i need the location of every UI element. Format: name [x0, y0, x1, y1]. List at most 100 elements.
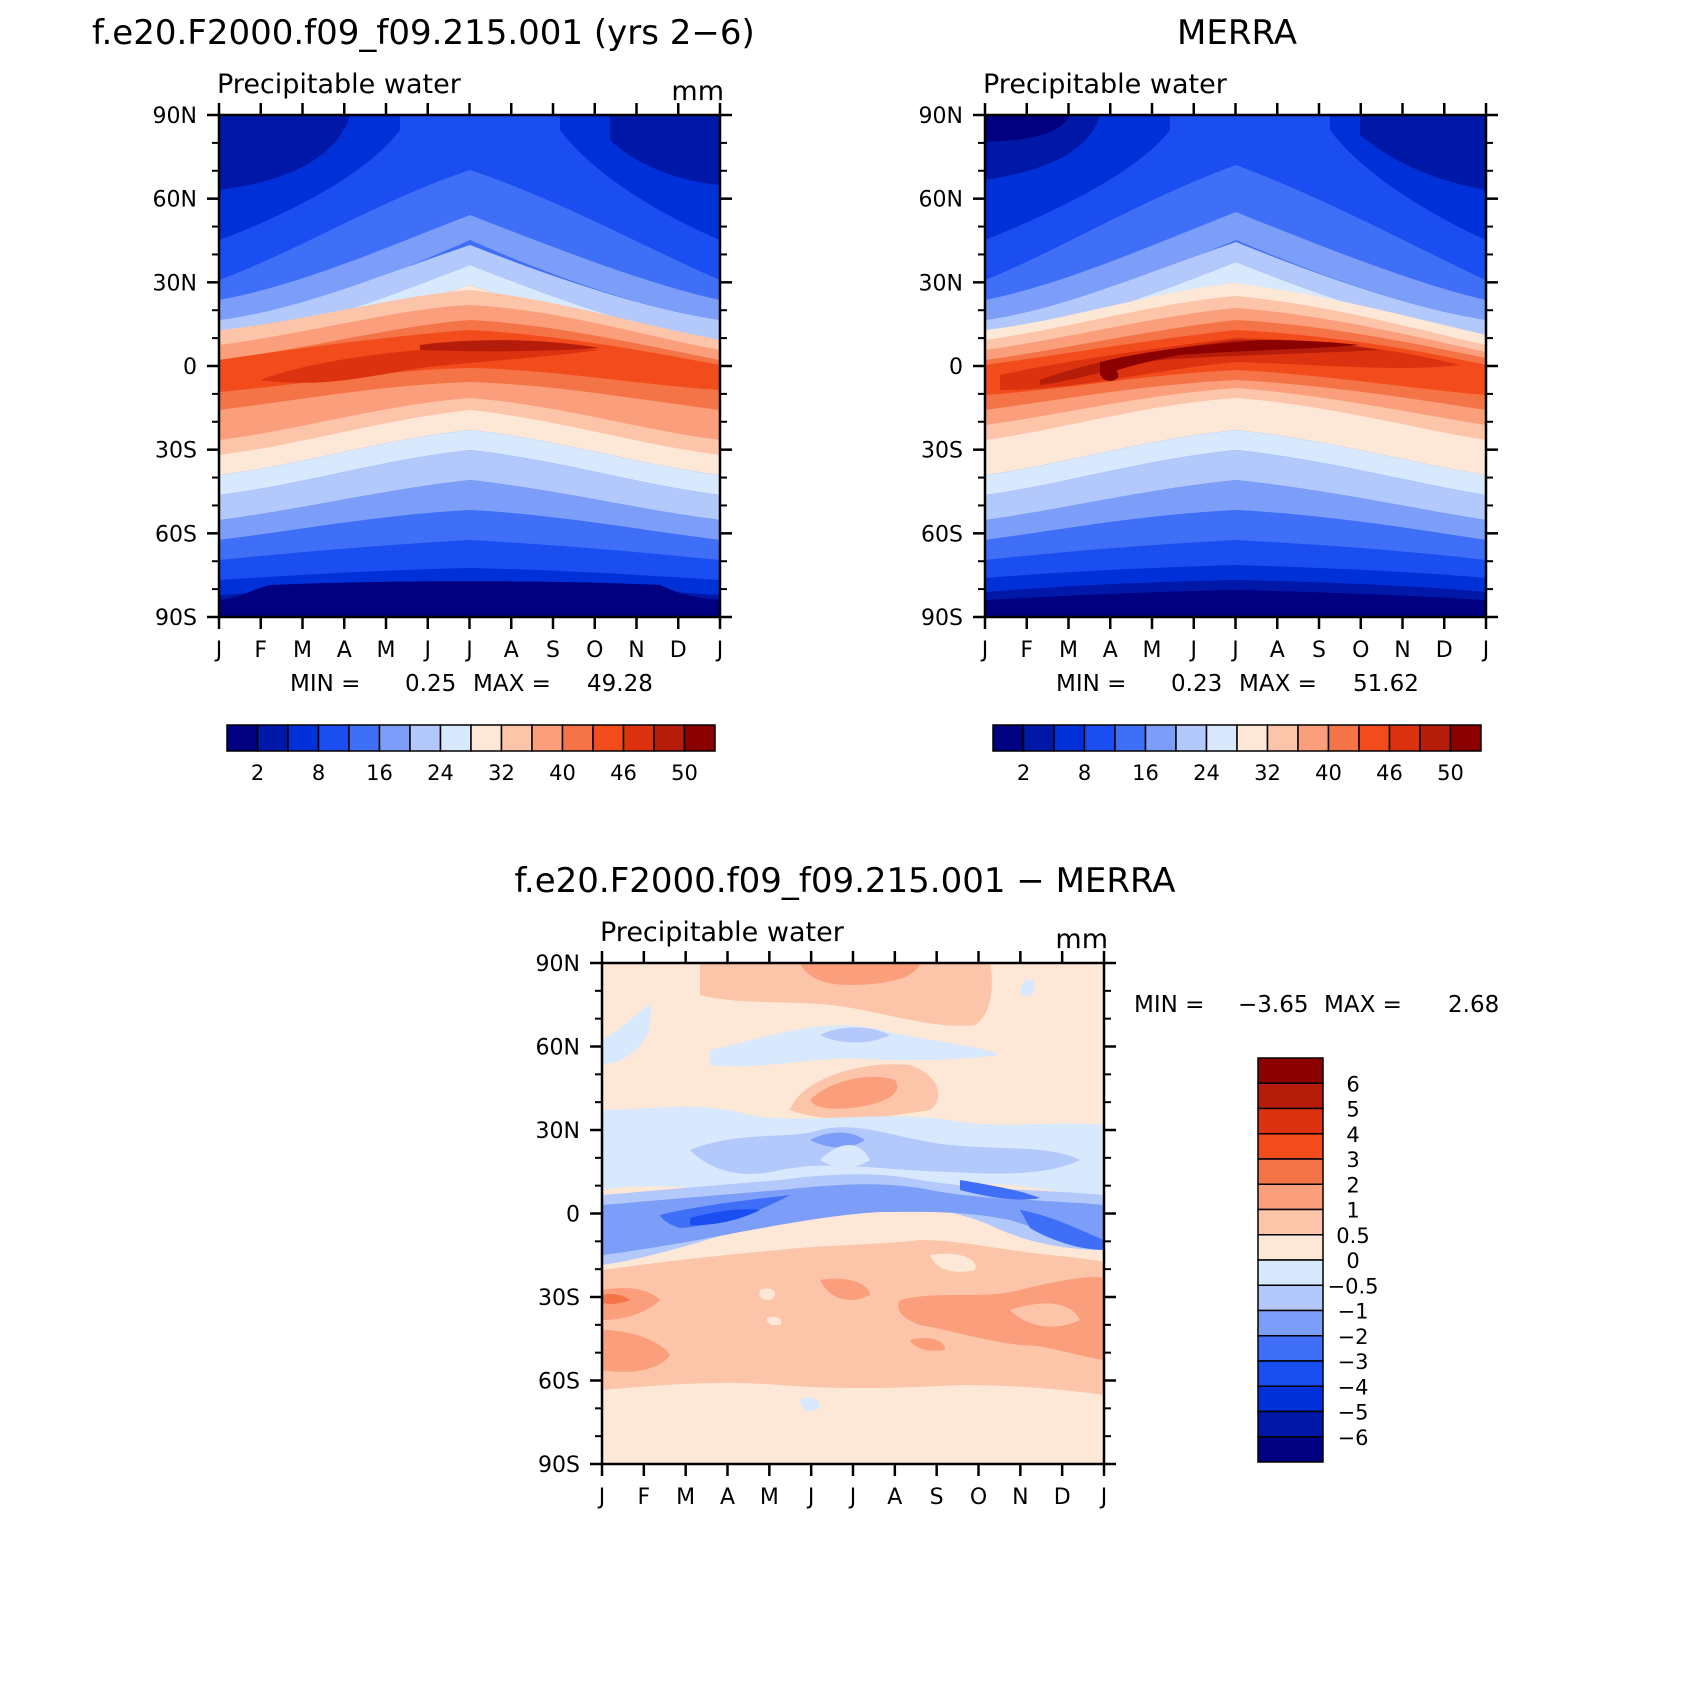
colorbar-swatch [256, 724, 289, 752]
y-tick-label: 30N [153, 271, 197, 296]
colorbar-label: 1 [1346, 1199, 1359, 1223]
x-tick-label: F [638, 1485, 651, 1510]
colorbar-label: 24 [1193, 761, 1220, 785]
x-tick-label: S [930, 1485, 944, 1510]
colorbar-swatch [1257, 1360, 1324, 1387]
colorbar-swatch [622, 724, 655, 752]
colorbar-label: 50 [671, 761, 698, 785]
colorbar-label: −3 [1338, 1350, 1369, 1374]
x-tick-label: J [806, 1485, 815, 1510]
colorbar-swatch [1175, 724, 1208, 752]
x-tick-label: J [423, 638, 432, 663]
y-tick-label: 60S [155, 522, 197, 547]
colorbar-swatch [470, 724, 503, 752]
colorbar-label: −6 [1338, 1426, 1369, 1450]
x-tick-label: N [1012, 1485, 1028, 1510]
colorbar-swatch [1297, 724, 1330, 752]
colorbar-swatch [1053, 724, 1086, 752]
y-tick-label: 60N [153, 188, 197, 213]
colorbar-swatch [1419, 724, 1452, 752]
variable-label: Precipitable water [217, 69, 462, 100]
max-value: 2.68 [1448, 992, 1499, 1018]
colorbar-swatch [1257, 1234, 1324, 1261]
colorbar: 2 8 16 24 32 40 46 50 [992, 724, 1482, 785]
colorbar-swatch [531, 724, 564, 752]
x-tick-label: D [670, 638, 687, 663]
y-tick-label: 90N [153, 104, 197, 129]
x-tick-label: O [970, 1485, 987, 1510]
min-label: MIN = [290, 671, 360, 697]
variable-label: Precipitable water [983, 69, 1228, 100]
colorbar-swatch [1205, 724, 1238, 752]
colorbar-swatch [1257, 1385, 1324, 1413]
y-tick-label: 30N [536, 1119, 580, 1144]
difference-panel: f.e20.F2000.f09_f09.215.001 − MERRA Prec… [514, 861, 1499, 1510]
colorbar-swatch [1257, 1309, 1324, 1337]
colorbar-label: 16 [366, 761, 393, 785]
min-value: 0.23 [1171, 671, 1222, 697]
colorbar-label: −4 [1338, 1375, 1369, 1399]
colorbar-swatch [653, 724, 686, 752]
x-tick-label: A [504, 638, 519, 663]
contour-field [985, 115, 1486, 617]
colorbar-swatch [1257, 1107, 1324, 1135]
x-tick-label: J [464, 638, 473, 663]
colorbar-swatch [1257, 1284, 1324, 1312]
colorbar-swatch [1083, 724, 1116, 752]
y-tick-label: 0 [949, 355, 963, 380]
panel-title: f.e20.F2000.f09_f09.215.001 − MERRA [514, 861, 1175, 901]
colorbar-swatch [1257, 1082, 1324, 1110]
y-tick-label: 60S [921, 522, 963, 547]
colorbar-label: 6 [1346, 1072, 1359, 1096]
model-panel: f.e20.F2000.f09_f09.215.001 (yrs 2−6) Pr… [92, 13, 755, 785]
colorbar-label: 5 [1346, 1098, 1359, 1122]
max-label: MAX = [473, 671, 551, 697]
colorbar-swatch [317, 724, 350, 752]
colorbar-swatch [1358, 724, 1391, 752]
colorbar-swatch [1327, 724, 1360, 752]
min-value: 0.25 [405, 671, 456, 697]
x-tick-label: O [1352, 638, 1369, 663]
x-tick-label: J [1189, 638, 1198, 663]
x-tick-label: A [887, 1485, 902, 1510]
variable-label: Precipitable water [600, 917, 845, 948]
colorbar-swatch [1257, 1208, 1324, 1236]
x-ticks [600, 951, 1106, 1476]
colorbar-label: 40 [549, 761, 576, 785]
colorbar-label: −5 [1338, 1401, 1369, 1425]
x-tick-label: D [1436, 638, 1453, 663]
x-tick-label: J [1481, 638, 1490, 663]
colorbar-swatch [1388, 724, 1421, 752]
x-tick-label: F [254, 638, 267, 663]
y-tick-label: 90S [921, 606, 963, 631]
colorbar-label: 50 [1437, 761, 1464, 785]
y-ticks [973, 113, 1498, 619]
x-tick-label: M [1059, 638, 1078, 663]
x-ticks [217, 103, 722, 629]
colorbar-swatch [287, 724, 320, 752]
colorbar-swatch [1449, 724, 1482, 752]
colorbar-swatch [561, 724, 594, 752]
y-tick-label: 60N [536, 1036, 580, 1061]
max-label: MAX = [1324, 992, 1402, 1018]
colorbar-label: 32 [488, 761, 515, 785]
y-tick-label: 30N [919, 271, 963, 296]
y-tick-label: 90N [536, 952, 580, 977]
panel-title: f.e20.F2000.f09_f09.215.001 (yrs 2−6) [92, 13, 755, 53]
colorbar-label: 8 [312, 761, 325, 785]
x-tick-label: J [715, 638, 724, 663]
colorbar-swatch [1257, 1057, 1324, 1084]
colorbar-label: 2 [1346, 1173, 1359, 1197]
colorbar-swatch [683, 724, 716, 752]
colorbar-swatch [1144, 724, 1177, 752]
x-tick-label: J [1099, 1485, 1108, 1510]
y-tick-labels: 90N 60N 30N 0 30S 60S 90S [536, 952, 580, 1478]
min-value: −3.65 [1238, 992, 1308, 1018]
colorbar-label: −2 [1338, 1325, 1369, 1349]
x-tick-label: A [1270, 638, 1285, 663]
x-tick-label: J [980, 638, 989, 663]
y-tick-label: 30S [538, 1286, 580, 1311]
